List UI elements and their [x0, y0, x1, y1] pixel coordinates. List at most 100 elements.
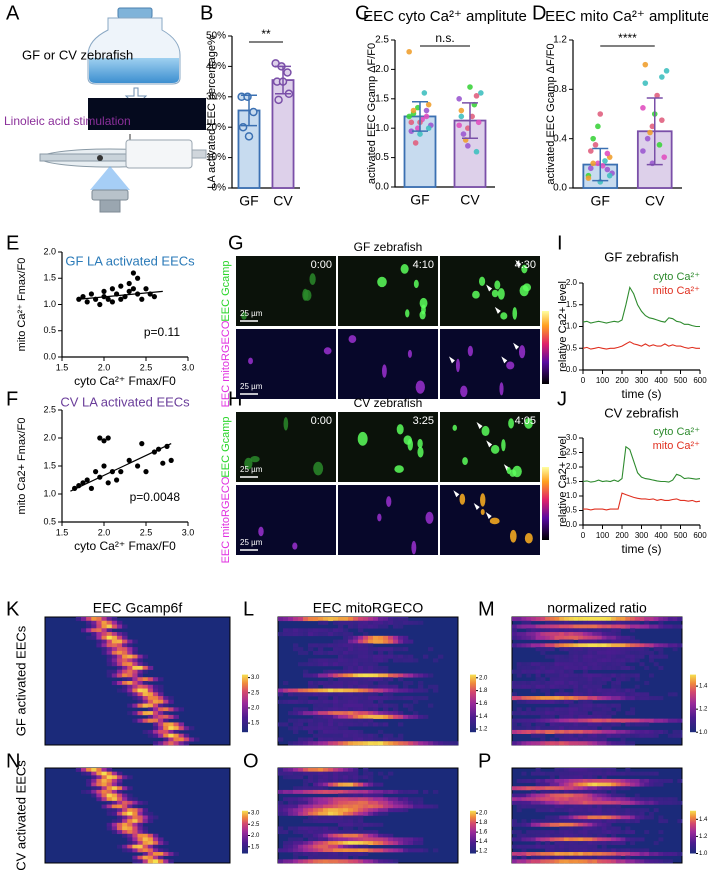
heatmap-cell [578, 662, 584, 667]
heatmap-cell [592, 673, 598, 678]
heatmap-cell [644, 722, 650, 727]
heatmap-cell [592, 822, 598, 827]
heatmap-cell [303, 696, 309, 701]
heatmap-cell [568, 684, 574, 689]
data-point [590, 135, 596, 142]
heatmap-cell [630, 624, 636, 629]
y-axis-label: relative Ca2+ level [557, 436, 569, 527]
heatmap-cell [333, 620, 339, 625]
heatmap-cell [606, 658, 612, 663]
heatmap-cell [127, 665, 133, 671]
heatmap-cell [298, 632, 304, 637]
heatmap-cell [343, 620, 349, 625]
heatmap-cell [328, 852, 334, 856]
heatmap-cell [142, 844, 149, 849]
heatmap-cell [147, 848, 154, 853]
heatmap-cell [137, 681, 143, 686]
heatmap-cell [278, 808, 284, 813]
y-tick-label: 0.0 [43, 351, 56, 361]
heatmap-cell [368, 722, 374, 727]
heatmap-cell [358, 692, 364, 697]
heatmap-cell [132, 830, 138, 835]
heatmap-cell [122, 665, 128, 671]
heatmap-cell [288, 826, 294, 831]
heatmap-cell [545, 778, 551, 783]
heatmap-cell [323, 733, 329, 738]
heatmap-cell [582, 768, 588, 772]
heatmap-cell [615, 665, 621, 671]
heatmap-cell [353, 714, 359, 719]
x-tick-label: 2.0 [98, 362, 111, 372]
x-tick-label: 2.5 [140, 362, 153, 372]
heatmap-cell [540, 696, 546, 701]
heatmap-cell [545, 647, 551, 652]
heatmap-cell [383, 688, 389, 693]
heatmap-cell [388, 620, 394, 625]
annotation: p=0.11 [144, 325, 180, 339]
heatmap-cell [398, 808, 404, 813]
heatmap-cell [333, 699, 339, 704]
heatmap-cell [298, 768, 304, 772]
heatmap-cell [516, 830, 522, 835]
heatmap-cell [308, 852, 314, 856]
heatmap-cell [568, 714, 574, 719]
heatmap-cell [559, 822, 565, 827]
heatmap-cell [111, 681, 118, 686]
heatmap-cell [86, 789, 92, 794]
heatmap-cell [516, 684, 522, 689]
heatmap-cell [578, 775, 584, 780]
heatmap-cell [634, 654, 640, 659]
heatmap-cell [592, 632, 598, 637]
heatmap-cell [587, 793, 593, 798]
data-point [473, 148, 480, 155]
heatmap-cell [116, 800, 123, 805]
heatmap-cell [573, 711, 579, 716]
heatmap-cell [122, 815, 128, 820]
heatmap-cell [521, 662, 527, 667]
heatmap-cell [348, 833, 354, 838]
heatmap-cell [353, 635, 359, 640]
heatmap-cell [358, 669, 364, 674]
heatmap-cell [549, 714, 555, 719]
heatmap-cell [563, 722, 569, 727]
heatmap-cell [353, 844, 359, 849]
heatmap-cell [644, 729, 650, 735]
panel-letter: K [6, 598, 20, 620]
heatmap-cell [620, 658, 626, 663]
heatmap-cell [398, 848, 404, 853]
heatmap-cell [288, 797, 294, 802]
heatmap-cell [559, 782, 565, 787]
heatmap-cell [428, 684, 434, 689]
heatmap-cell [582, 650, 588, 655]
colorbar-tick-label: 1.8 [479, 688, 488, 694]
heatmap-cell [313, 662, 319, 667]
heatmap-cell [358, 804, 364, 809]
heatmap-cell [516, 800, 522, 805]
heatmap-cell [516, 726, 522, 731]
heatmap-cell [373, 662, 379, 667]
heatmap-cell [573, 665, 579, 671]
heatmap-cell [147, 819, 154, 824]
heatmap-cell [653, 800, 659, 805]
heatmap-cell [403, 808, 409, 813]
heatmap-cell [549, 789, 555, 794]
heatmap-cell [318, 844, 324, 849]
heatmap-cell [620, 665, 626, 671]
y-tick-label: 1.5 [566, 477, 578, 486]
heatmap-cell [582, 782, 588, 787]
heatmap-cell [601, 811, 607, 816]
heatmap-cell [127, 811, 133, 816]
heatmap-cell [630, 635, 636, 640]
heatmap-cell [549, 665, 555, 671]
heatmap-cell [606, 665, 612, 671]
heatmap-cell [587, 822, 593, 827]
heatmap-cell [328, 778, 334, 783]
heatmap-cell [644, 624, 650, 629]
heatmap-cell [283, 804, 289, 809]
heatmap-cell [158, 718, 164, 723]
heatmap-cell [91, 628, 97, 633]
data-point [130, 270, 136, 276]
heatmap-cell [318, 647, 324, 652]
data-point [410, 107, 417, 114]
heatmap-cell [288, 808, 294, 813]
